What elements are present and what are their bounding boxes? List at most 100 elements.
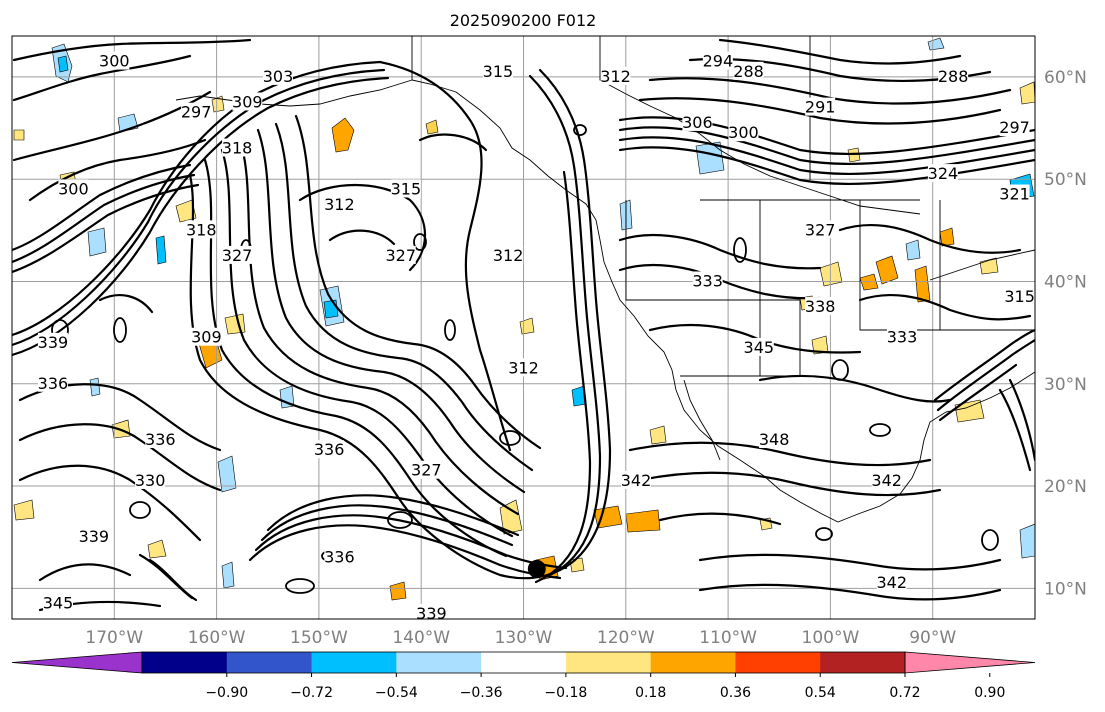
colorbar-segment xyxy=(396,652,482,673)
contour-label-bg xyxy=(43,593,74,612)
contour-label: 336 xyxy=(38,374,69,393)
contour-label-bg xyxy=(324,194,355,213)
colorbar-frame xyxy=(141,651,906,674)
contour-label: 339 xyxy=(416,604,447,623)
colorbar-tick-label: −0.54 xyxy=(375,685,418,701)
lat-tick-label: 40°N xyxy=(1044,272,1087,292)
figure-title: 2025090200 F012 xyxy=(450,11,597,30)
contour-label-bg xyxy=(508,358,539,377)
lon-tick-label: 90°W xyxy=(909,628,956,648)
contour-label-bg xyxy=(78,527,109,546)
lon-tick-label: 160°W xyxy=(188,628,246,648)
latitude-tick-labels: 60°N 50°N 40°N 30°N 20°N 10°N xyxy=(1044,68,1087,599)
contour-label: 309 xyxy=(191,328,222,347)
contour-label-bg xyxy=(135,470,166,489)
colorbar-tick-label: −0.72 xyxy=(290,685,333,701)
contour-label-bg xyxy=(262,66,293,85)
contour-label: 312 xyxy=(600,67,631,86)
colorbar-tick-label: −0.36 xyxy=(460,685,503,701)
contour-label: 330 xyxy=(135,471,166,490)
lat-tick-label: 30°N xyxy=(1044,375,1087,395)
contour-label: 306 xyxy=(682,113,713,132)
colorbar-segment xyxy=(481,652,567,673)
contour-label: 339 xyxy=(79,527,110,546)
lon-tick-label: 140°W xyxy=(392,628,450,648)
colorbar-segment xyxy=(650,652,736,673)
contour-label: 297 xyxy=(181,103,212,122)
lon-tick-label: 110°W xyxy=(699,628,757,648)
contour-label-bg xyxy=(692,271,723,290)
contour-label-bg xyxy=(887,327,918,346)
lat-tick-label: 20°N xyxy=(1044,477,1087,497)
contour-label: 345 xyxy=(744,338,775,357)
marker-layer xyxy=(527,559,546,578)
contour-label: 324 xyxy=(928,164,959,183)
lat-tick-label: 60°N xyxy=(1044,68,1087,88)
colorbar-extend-low xyxy=(11,651,143,674)
contour-label: 345 xyxy=(43,594,74,613)
contour-label-bg xyxy=(682,112,713,131)
contour-label: 336 xyxy=(324,548,355,567)
contour-label-bg xyxy=(805,97,836,116)
contour-label-bg xyxy=(600,66,631,85)
contour-label: 327 xyxy=(411,461,442,480)
colorbar-tick-label: 0.54 xyxy=(805,685,836,701)
colorbar-tick-label: −0.18 xyxy=(544,685,587,701)
contour-label-bg xyxy=(876,573,907,592)
contour-label-bg xyxy=(222,245,253,264)
colorbar-segment xyxy=(565,652,652,673)
lat-tick-label: 10°N xyxy=(1044,579,1087,599)
contour-label-bg xyxy=(37,373,68,392)
contour-label: 336 xyxy=(314,440,345,459)
contour-label: 300 xyxy=(99,52,130,71)
lon-tick-label: 100°W xyxy=(802,628,860,648)
contour-label-bg xyxy=(411,460,442,479)
contour-label-bg xyxy=(58,179,89,198)
colorbar-segment xyxy=(820,652,906,673)
contour-label: 321 xyxy=(999,185,1030,204)
height-contours xyxy=(12,38,1035,612)
coastlines xyxy=(175,36,1035,523)
contour-label-bg xyxy=(1004,286,1035,305)
lat-tick-label: 50°N xyxy=(1044,170,1087,190)
colorbar-tick-label: 0.36 xyxy=(720,685,751,701)
contour-label-bg xyxy=(191,327,222,346)
colorbar-segment xyxy=(311,652,397,673)
contour-label-bg xyxy=(621,470,652,489)
contour-label-bg xyxy=(938,66,969,85)
contour-label-bg xyxy=(232,92,263,111)
contour-label: 338 xyxy=(805,297,836,316)
contour-label-bg xyxy=(999,184,1030,203)
colorbar-extend-high xyxy=(904,651,1036,674)
storm-marker xyxy=(527,559,546,578)
contour-label: 291 xyxy=(805,98,836,117)
contour-label: 342 xyxy=(621,471,652,490)
contour-label: 315 xyxy=(1004,287,1035,306)
contour-label: 288 xyxy=(938,67,969,86)
contour-label: 309 xyxy=(232,92,263,111)
contour-label-bg xyxy=(743,337,774,356)
contour-label-bg xyxy=(416,603,447,619)
contour-label-bg xyxy=(927,164,958,183)
colorbar-tick-label: 0.72 xyxy=(889,685,920,701)
contour-label-bg xyxy=(181,102,212,121)
contour-label: 297 xyxy=(999,118,1030,137)
contour-label: 312 xyxy=(324,195,355,214)
contour-label: 327 xyxy=(805,220,836,239)
lon-tick-label: 170°W xyxy=(85,628,143,648)
map-frame xyxy=(11,35,1036,620)
contour-label: 318 xyxy=(186,220,217,239)
colorbar: −0.90 −0.72 −0.54 −0.36 −0.18 0.18 0.36 0.54 0.7… xyxy=(11,651,1036,701)
contour-label-bg xyxy=(482,61,513,80)
contour-label: 327 xyxy=(385,246,416,265)
colorbar-tick-label: 0.90 xyxy=(974,685,1005,701)
contour-label: 342 xyxy=(877,573,908,592)
contour-label: 288 xyxy=(733,62,764,81)
contour-label-bg xyxy=(493,245,524,264)
contour-label: 300 xyxy=(728,123,759,142)
colorbar-segment xyxy=(226,652,313,673)
contour-label-bg xyxy=(759,430,790,449)
